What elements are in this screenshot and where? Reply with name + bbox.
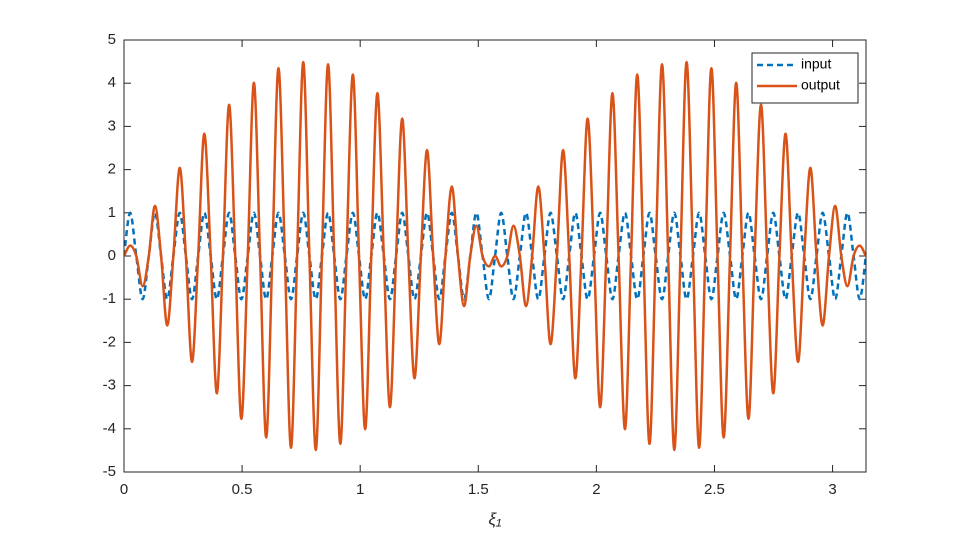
legend-text: output — [801, 77, 840, 93]
y-tick-label: -2 — [103, 333, 116, 350]
y-tick-label: -4 — [103, 420, 116, 437]
legend-text: input — [801, 56, 831, 72]
series-line — [124, 60, 866, 452]
y-tick-label: -1 — [103, 290, 116, 307]
y-tick-label: -3 — [103, 377, 116, 394]
y-tick-label: 1 — [108, 204, 116, 221]
x-tick-label: 2 — [592, 481, 600, 498]
x-tick-label: 2.5 — [704, 481, 725, 498]
x-tick-label: 0 — [120, 481, 128, 498]
x-tick-label: 3 — [828, 481, 836, 498]
legend-box — [751, 52, 859, 104]
y-tick-label: -5 — [103, 463, 116, 480]
x-tick-label: 1.5 — [468, 481, 489, 498]
y-tick-label: 0 — [108, 247, 116, 264]
x-tick-label: 1 — [356, 481, 364, 498]
y-tick-label: 2 — [108, 161, 116, 178]
y-tick-label: 3 — [108, 117, 116, 134]
y-tick-label: 5 — [108, 31, 116, 48]
axes-box — [123, 39, 867, 473]
x-tick-label: 0.5 — [232, 481, 253, 498]
x-axis-label: ξ₁ — [489, 509, 502, 528]
y-tick-label: 4 — [108, 74, 116, 91]
